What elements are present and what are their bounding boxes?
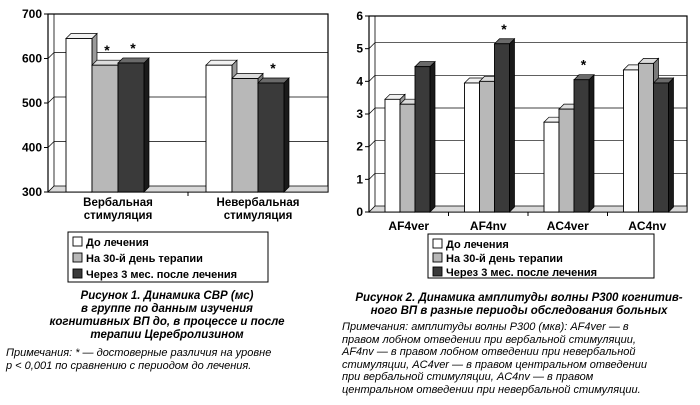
gridline-side — [368, 173, 376, 180]
bar-side — [668, 77, 674, 213]
bar — [638, 62, 654, 213]
bar — [91, 64, 119, 193]
figure-2-note: Примечания: амплитуды волны Р300 (мкв): … — [342, 321, 698, 396]
bar — [414, 66, 431, 213]
bar — [231, 78, 259, 193]
bar — [543, 121, 560, 213]
legend-swatch — [432, 252, 443, 263]
y-tick-label: 400 — [22, 141, 42, 155]
significance-star: * — [104, 42, 110, 58]
bar — [558, 108, 575, 213]
figure-1-caption: Рисунок 1. Динамика СВР (мс) в группе по … — [22, 290, 312, 342]
bar-side — [429, 60, 436, 213]
category-label: Вербальная — [83, 197, 153, 209]
bar — [257, 82, 285, 193]
y-tick-label: 600 — [22, 52, 42, 66]
bar — [653, 82, 669, 213]
note-line: стимуляции, AC4ver — в правом центрально… — [342, 358, 648, 371]
y-tick-label: 5 — [356, 42, 363, 56]
legend-box — [427, 233, 655, 279]
bar-top — [117, 57, 150, 64]
chart-2: 0 1 2 3 4 5 6 AF4ver * AF4nv * AC4ver AC4nv До лечени… — [356, 9, 688, 279]
legend-swatch — [72, 252, 83, 263]
note-line: при вербальной стимуляции, AC4nv — в пра… — [342, 371, 594, 383]
legend-label: Через 3 мес. после лечения — [446, 267, 597, 279]
y-tick-label: 300 — [22, 185, 42, 199]
significance-star: * — [130, 40, 136, 56]
figure-2: 0 1 2 3 4 5 6 AF4ver * AF4nv * AC4ver AC4nv До лечени… — [338, 0, 700, 405]
y-tick-label: 2 — [356, 140, 363, 154]
legend-label: До лечения — [86, 237, 149, 249]
y-tick-label: 6 — [356, 9, 363, 23]
bar — [494, 43, 510, 213]
note-line: правом лобном отведении при вербальной с… — [342, 333, 636, 346]
bar — [464, 82, 480, 213]
figure-1: 300 400 500 600 700 * * Вербальная стимуляция * Не… — [0, 0, 335, 405]
bar — [205, 64, 233, 193]
caption-line: когнитивных ВП до, в процессе и после — [49, 316, 285, 328]
bar-top — [65, 33, 98, 39]
gridline-side — [47, 52, 55, 59]
gridline-side — [368, 75, 376, 82]
bar — [399, 103, 416, 213]
legend-label: До лечения — [446, 239, 509, 251]
category-label: AF4nv — [470, 219, 507, 233]
bar — [117, 62, 145, 193]
legend-label: Через 3 мес. после лечения — [86, 269, 237, 281]
note-line: р < 0,001 по сравнению с периодом до леч… — [6, 359, 252, 372]
category-label: AC4ver — [547, 219, 589, 233]
gridline-side — [47, 141, 55, 148]
caption-line: терапии Церебролизином — [90, 329, 244, 341]
significance-star: * — [270, 60, 276, 76]
y-tick-label: 4 — [356, 74, 363, 88]
category-label: AF4ver — [388, 219, 429, 233]
gridline-side — [368, 140, 376, 147]
bar-side — [588, 73, 595, 213]
bar — [65, 38, 93, 193]
bar-side — [509, 37, 515, 213]
legend-swatch — [72, 268, 83, 279]
caption-line: Рисунок 2. Динамика амплитуды волны Р300… — [355, 292, 683, 304]
category-label: стимуляция — [224, 210, 293, 222]
y-tick-label: 0 — [356, 205, 363, 219]
bar-top — [231, 73, 264, 79]
note-line: центральном отведении при невербальной с… — [342, 383, 641, 396]
legend-swatch — [432, 238, 443, 249]
bar-top — [205, 59, 238, 66]
legend-label: На 30-й день терапии — [446, 253, 563, 265]
note-line: Примечания: * — достоверные различия на … — [6, 347, 272, 359]
bar — [479, 80, 495, 213]
significance-star: * — [501, 21, 507, 37]
bar — [623, 69, 639, 213]
significance-star: * — [581, 57, 587, 73]
gridline-side — [368, 107, 376, 115]
bar-side — [283, 77, 290, 193]
caption-line: Рисунок 1. Динамика СВР (мс) — [80, 290, 254, 302]
category-label: стимуляция — [84, 210, 153, 222]
note-line: AF4nv — в правом лобном отведении при не… — [342, 346, 636, 358]
legend-box — [67, 231, 269, 283]
bar-side — [143, 57, 150, 193]
note-line: Примечания: амплитуды волны Р300 (мкв): … — [342, 321, 629, 333]
legend-label: На 30-й день терапии — [86, 253, 203, 265]
bar — [384, 98, 401, 213]
caption-line: ного ВП в разные периоды обследования бо… — [370, 305, 668, 317]
y-tick-label: 700 — [22, 7, 42, 21]
y-tick-label: 1 — [356, 172, 363, 186]
figure-2-caption: Рисунок 2. Динамика амплитуды волны Р300… — [338, 292, 700, 318]
legend-swatch — [72, 236, 83, 247]
gridline-side — [368, 42, 376, 49]
y-tick-label: 3 — [356, 107, 363, 121]
figure-1-note: Примечания: * — достоверные различия на … — [6, 347, 334, 372]
category-label: Невербальная — [217, 197, 300, 209]
y-tick-label: 500 — [22, 96, 42, 110]
gridline-side — [47, 96, 55, 104]
bar — [573, 79, 590, 213]
category-label: AC4nv — [628, 219, 666, 233]
caption-line: в группе по данным изучения — [81, 303, 253, 315]
legend-swatch — [432, 266, 443, 277]
bar-top — [257, 77, 290, 84]
